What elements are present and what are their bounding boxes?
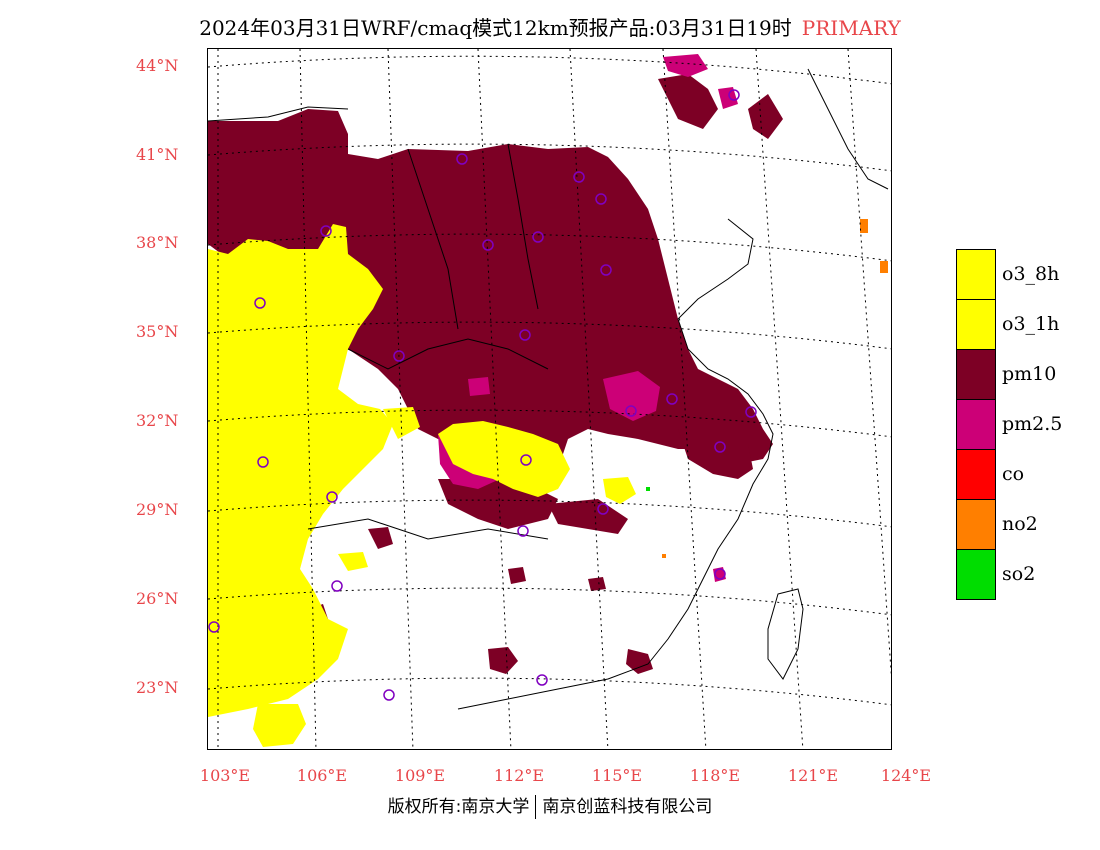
legend-swatch: [956, 449, 996, 500]
legend-swatch: [956, 549, 996, 600]
boundaries: [208, 68, 889, 710]
map-canvas: [208, 49, 891, 749]
copyright-footer: 版权所有:南京大学 南京创蓝科技有限公司: [0, 792, 1100, 819]
primary-tag: PRIMARY: [801, 16, 901, 40]
lon-label-121: 121°E: [787, 766, 839, 785]
legend-label: so2: [1002, 563, 1036, 585]
graticule: [208, 49, 891, 749]
lat-label-23: 23°N: [136, 678, 179, 697]
o3-regions: [208, 224, 636, 747]
legend-swatch: [956, 249, 996, 300]
copyright-owner: 版权所有:南京大学: [387, 797, 530, 817]
lat-label-32: 32°N: [136, 411, 179, 430]
copyright-company: 南京创蓝科技有限公司: [542, 797, 713, 817]
lat-label-26: 26°N: [136, 589, 179, 608]
legend-label: pm2.5: [1002, 413, 1063, 435]
minor-pollutants: [646, 219, 888, 558]
lat-label-41: 41°N: [136, 145, 179, 164]
lon-label-103: 103°E: [199, 766, 251, 785]
legend-label: o3_1h: [1002, 313, 1060, 335]
lon-label-109: 109°E: [394, 766, 446, 785]
legend-swatch: [956, 349, 996, 400]
station-markers: [208, 89, 757, 701]
lat-label-29: 29°N: [136, 500, 179, 519]
lon-label-124: 124°E: [880, 766, 932, 785]
legend-label: o3_8h: [1002, 263, 1060, 285]
lon-label-106: 106°E: [296, 766, 348, 785]
title-text: 2024年03月31日WRF/cmaq模式12km预报产品:03月31日19时: [199, 16, 792, 40]
legend-label: no2: [1002, 513, 1038, 535]
legend-label: co: [1002, 463, 1025, 485]
lon-label-118: 118°E: [689, 766, 741, 785]
lon-label-112: 112°E: [493, 766, 545, 785]
lat-label-35: 35°N: [136, 322, 179, 341]
lat-label-38: 38°N: [136, 233, 179, 252]
lat-label-44: 44°N: [136, 56, 179, 75]
legend-swatch: [956, 499, 996, 550]
lon-label-115: 115°E: [591, 766, 643, 785]
legend-label: pm10: [1002, 363, 1057, 385]
legend-swatch: [956, 399, 996, 450]
map-panel: [207, 48, 892, 750]
legend-swatch: [956, 299, 996, 350]
footer-divider: [535, 795, 537, 819]
map-title: 2024年03月31日WRF/cmaq模式12km预报产品:03月31日19时 P…: [0, 12, 1100, 41]
